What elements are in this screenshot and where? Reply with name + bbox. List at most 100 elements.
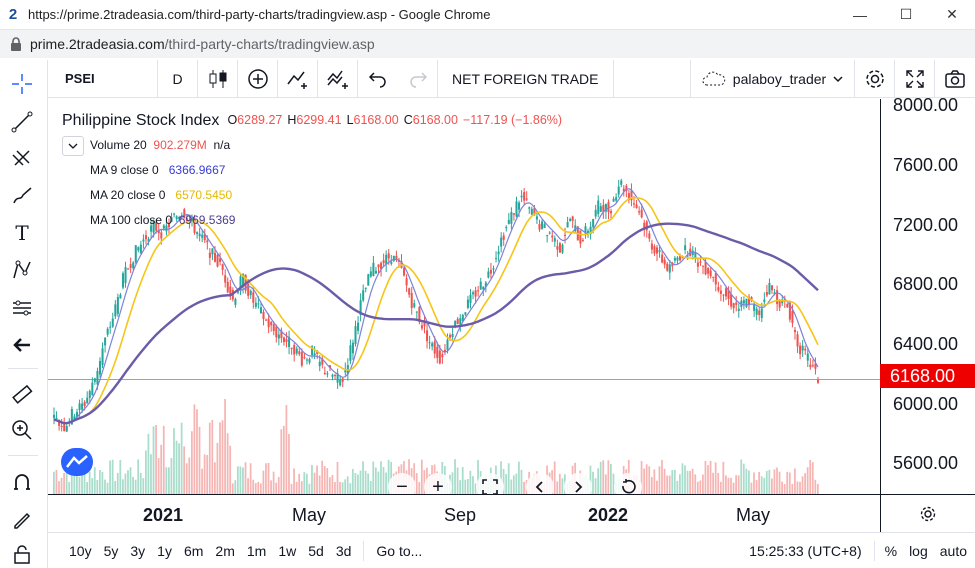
trend-line-icon[interactable] [8, 108, 36, 136]
zoom-out-button[interactable]: − [388, 473, 416, 501]
volume-bar [213, 462, 216, 494]
candle-body [735, 302, 738, 305]
candle-body [753, 304, 756, 311]
magnet-icon[interactable] [8, 468, 36, 496]
range-2m[interactable]: 2m [215, 542, 235, 559]
back-arrow-icon[interactable] [8, 331, 36, 359]
candle-body [211, 248, 214, 255]
range-10y[interactable]: 10y [69, 542, 92, 559]
volume-bar [127, 470, 129, 494]
candle-body [139, 244, 142, 254]
net-foreign-trade-button[interactable]: NET FOREIGN TRADE [438, 59, 614, 98]
brush-icon[interactable] [8, 182, 36, 210]
scroll-left-chevron-icon[interactable] [526, 473, 554, 501]
legend-low: L6168.00 [346, 113, 399, 127]
volume-value: 902.279M [153, 138, 207, 152]
templates-icon[interactable] [318, 59, 358, 98]
fib-tool-icon[interactable] [8, 144, 36, 172]
compare-add-icon[interactable] [238, 59, 278, 98]
range-5d[interactable]: 5d [308, 542, 324, 559]
candle-body [165, 225, 168, 232]
candle-body [293, 344, 296, 355]
candle-body [152, 220, 155, 233]
candle-body [758, 310, 761, 315]
volume-bar [750, 482, 753, 494]
chart-pane[interactable] [48, 99, 880, 494]
address-bar[interactable]: prime.2tradeasia.com/third-party-charts/… [0, 30, 975, 58]
volume-bar [160, 444, 163, 494]
prediction-tool-icon[interactable] [8, 294, 36, 322]
range-1y[interactable]: 1y [157, 542, 172, 559]
volume-bar [290, 483, 293, 494]
scroll-right-chevron-icon[interactable] [564, 473, 592, 501]
candle-body [801, 345, 804, 351]
volume-bar [474, 483, 477, 494]
range-3d[interactable]: 3d [335, 542, 352, 559]
ruler-icon[interactable] [8, 380, 36, 408]
volume-bar [717, 472, 720, 494]
volume-bar [270, 480, 272, 494]
volume-bar [60, 477, 63, 494]
price-axis[interactable]: 8000.00 7600.00 7200.00 6800.00 6400.00 6000.… [880, 95, 975, 494]
lock-icon-tool[interactable] [8, 540, 36, 568]
candle-body [392, 255, 395, 261]
lock-drawings-edit-icon[interactable] [8, 505, 36, 533]
undo-icon[interactable] [358, 60, 398, 98]
candle-body [602, 205, 605, 213]
price-chart-svg[interactable] [48, 99, 880, 494]
candle-body [581, 239, 584, 241]
close-button[interactable]: ✕ [946, 6, 958, 22]
candle-body [81, 403, 84, 410]
layout-user-menu[interactable]: palaboy_trader [691, 59, 855, 98]
volume-bar [234, 480, 237, 494]
candle-body [543, 224, 546, 228]
range-6m[interactable]: 6m [183, 542, 204, 559]
redo-icon[interactable] [398, 59, 438, 98]
candle-body [489, 269, 492, 274]
auto-scale-button[interactable]: auto [939, 542, 967, 559]
volume-bar [165, 467, 168, 494]
volume-bar [748, 470, 750, 494]
text-tool-icon[interactable]: T [15, 221, 29, 245]
interval-button[interactable]: D [158, 59, 198, 98]
candles-icon[interactable] [198, 59, 238, 98]
clock[interactable]: 15:25:33 (UTC+8) [749, 542, 862, 559]
camera-icon[interactable] [935, 60, 975, 98]
volume-bar [796, 481, 799, 494]
axis-settings-gear-icon[interactable] [880, 494, 975, 532]
range-1w[interactable]: 1w [278, 542, 297, 559]
log-scale-button[interactable]: log [909, 542, 928, 559]
maximize-button[interactable]: ☐ [899, 6, 913, 22]
fullscreen-icon[interactable] [895, 59, 935, 98]
goto-button[interactable]: Go to... [376, 542, 423, 559]
volume-bar [295, 481, 298, 494]
pattern-tool-icon[interactable] [8, 256, 36, 284]
candle-body [594, 209, 597, 217]
range-3y[interactable]: 3y [130, 542, 146, 559]
indicators-icon[interactable] [278, 59, 318, 98]
candle-body [625, 185, 628, 192]
candle-body [219, 258, 222, 262]
candle-body [658, 250, 661, 253]
volume-bar [558, 473, 561, 494]
settings-gear-icon[interactable] [855, 59, 895, 98]
candle-body [793, 329, 797, 333]
volume-bar [753, 472, 755, 494]
range-5y[interactable]: 5y [103, 542, 119, 559]
app-logo-icon: 2 [8, 6, 18, 23]
time-axis[interactable]: 2021 May Sep 2022 May [48, 494, 880, 532]
candle-body [811, 365, 814, 367]
reset-zoom-icon[interactable] [476, 473, 504, 501]
zoom-in-button[interactable]: + [424, 473, 452, 501]
range-1m[interactable]: 1m [246, 542, 267, 559]
collapse-legend-chevron-icon[interactable] [62, 135, 84, 156]
symbol-search[interactable]: PSEI [48, 59, 158, 98]
candle-body [224, 275, 227, 283]
percent-scale-button[interactable]: % [884, 542, 898, 559]
zoom-in-icon[interactable] [8, 416, 36, 444]
candle-body [492, 268, 495, 270]
minimize-button[interactable]: — [853, 6, 867, 23]
reset-chart-icon[interactable] [614, 473, 642, 501]
crosshair-icon[interactable] [8, 70, 36, 98]
volume-bar [377, 471, 380, 494]
